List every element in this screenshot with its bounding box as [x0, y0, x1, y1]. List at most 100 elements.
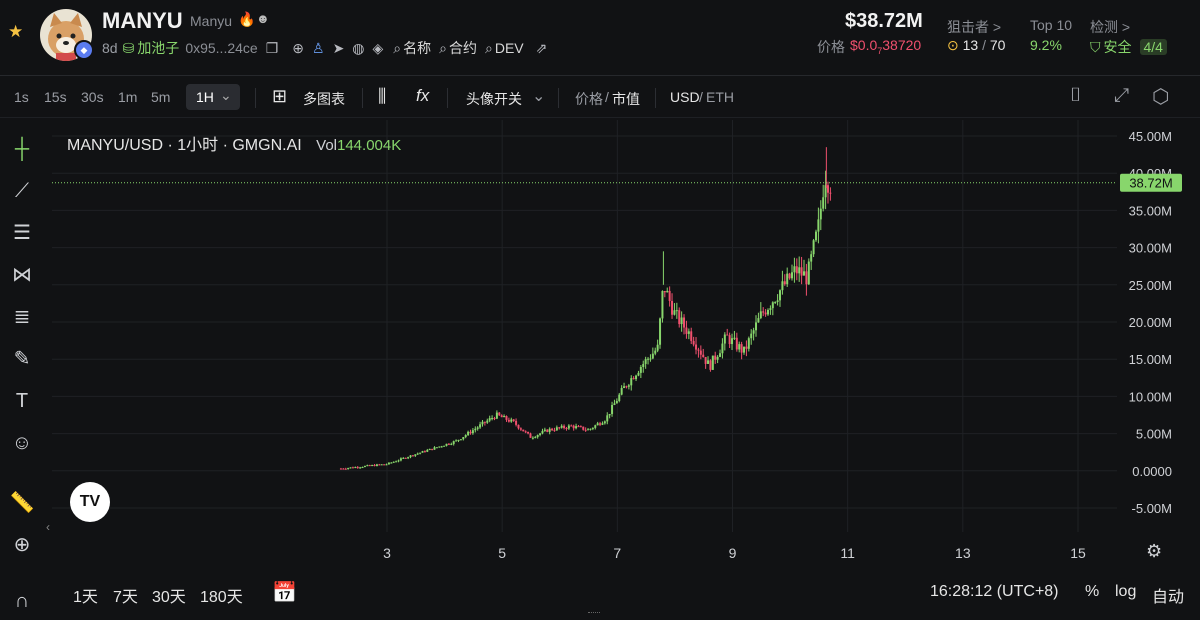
range-30d[interactable]: 30天	[152, 589, 186, 606]
candle-body	[500, 415, 503, 418]
interval-30s[interactable]: 30s	[81, 89, 104, 105]
candle-body	[426, 450, 429, 452]
avatar-toggle-button[interactable]: 头像开关	[466, 91, 522, 107]
ruler-icon[interactable]: 📏	[9, 492, 35, 514]
price-mode-option[interactable]: 价格	[575, 91, 603, 107]
range-7d[interactable]: 7天	[113, 589, 138, 606]
candle-body	[752, 330, 755, 334]
candle-body	[608, 413, 611, 416]
range-1d[interactable]: 1天	[73, 589, 98, 606]
sniper-link[interactable]: 狙击者 >	[947, 19, 1002, 35]
interval-dropdown[interactable]: 1H ⌄	[186, 84, 240, 110]
favorite-star-icon[interactable]: ★	[8, 22, 24, 41]
user-icon[interactable]: ♙	[312, 39, 325, 56]
range-180d[interactable]: 180天	[200, 589, 243, 606]
candle-body	[795, 266, 798, 274]
candle-body	[822, 197, 825, 209]
eth-option[interactable]: ETH	[706, 89, 734, 105]
x-tick-label: 9	[729, 545, 737, 561]
token-symbol: MANYU	[102, 8, 183, 33]
mcap-mode-option[interactable]: 市值	[612, 91, 640, 107]
telegram-icon[interactable]: ➤	[332, 39, 345, 56]
horizontal-lines-icon[interactable]: ☰	[13, 222, 31, 244]
copy-icon[interactable]: ❐	[265, 39, 279, 56]
candle-body	[495, 412, 498, 419]
candle-body	[421, 451, 424, 453]
candle-type-icon[interactable]: ⫼	[378, 86, 387, 106]
external-link-icon[interactable]: ⇗	[535, 39, 548, 56]
candle-body	[733, 337, 736, 339]
top10-label: Top 10	[1030, 17, 1073, 33]
auto-scale-toggle[interactable]: 自动	[1152, 589, 1185, 606]
toolbar-divider-line	[0, 117, 1200, 118]
clock-timezone[interactable]: 16:28:12 (UTC+8)	[930, 583, 1059, 600]
website-globe-icon[interactable]: ⊕	[292, 39, 304, 56]
interval-15s[interactable]: 15s	[44, 89, 67, 105]
crosshair-icon[interactable]: ┼	[14, 138, 30, 160]
text-tool-icon[interactable]: T	[15, 390, 29, 412]
search-contract-icon[interactable]: ⌕	[439, 39, 447, 56]
log-scale-toggle[interactable]: log	[1115, 583, 1137, 600]
candle-body	[519, 428, 522, 430]
chart-tool-icon[interactable]: ◍	[352, 39, 365, 56]
sniper-target-icon: ⊙	[947, 37, 959, 53]
add-chart-icon[interactable]: ⊞	[272, 86, 288, 106]
date-range-icon[interactable]: 📅	[272, 582, 297, 604]
fib-levels-icon[interactable]: ≣	[13, 306, 31, 328]
volume-legend: Vol144.004K	[316, 137, 401, 154]
candle-body	[387, 462, 390, 465]
candle-body	[351, 467, 354, 469]
fullscreen-icon[interactable]: ⤢	[1114, 85, 1130, 106]
candle-body	[383, 464, 386, 466]
candle-body	[783, 281, 786, 285]
candle-body	[344, 468, 347, 470]
candle-body	[483, 421, 486, 423]
usd-option[interactable]: USD	[670, 89, 700, 105]
link-icon[interactable]: ◈	[372, 39, 384, 56]
candle-body	[802, 271, 805, 276]
candle-body	[591, 427, 594, 429]
candle-body	[618, 394, 621, 402]
interval-1s[interactable]: 1s	[14, 89, 29, 105]
camera-icon[interactable]: ⌷	[1070, 85, 1082, 106]
candle-body	[452, 441, 455, 444]
emoji-icon[interactable]: ☺	[11, 432, 33, 454]
candle-body	[512, 419, 515, 421]
search-contract-link[interactable]: 合约	[448, 40, 477, 56]
chevron-down-icon[interactable]: ⌄	[532, 88, 546, 105]
trend-line-icon[interactable]: ⟋	[15, 180, 29, 202]
multi-chart-button[interactable]: 多图表	[303, 91, 345, 107]
candle-body	[378, 464, 381, 466]
collapse-sidebar-icon[interactable]: ‹	[46, 520, 50, 534]
candle-body	[366, 465, 369, 467]
pool-label[interactable]: 加池子	[137, 40, 180, 56]
pattern-icon[interactable]: ⋈	[12, 264, 32, 286]
search-name-link[interactable]: 名称	[403, 40, 432, 56]
candle-body	[479, 424, 482, 428]
candle-body	[786, 273, 789, 285]
scroll-handle[interactable]	[588, 612, 600, 616]
interval-1m[interactable]: 1m	[118, 89, 138, 105]
check-link[interactable]: 检测 >	[1090, 19, 1131, 35]
candle-body	[558, 427, 561, 429]
axis-settings-icon[interactable]: ⚙	[1146, 541, 1163, 561]
candle-body	[826, 185, 829, 193]
candle-body	[731, 338, 734, 345]
x-tick-label: 15	[1070, 545, 1086, 561]
candle-body	[771, 302, 774, 309]
interval-5m[interactable]: 5m	[151, 89, 171, 105]
candle-body	[462, 437, 465, 440]
indicators-fx-icon[interactable]: fx	[416, 86, 430, 105]
price-chart[interactable]: 45.00M40.00M35.00M30.00M25.00M20.00M15.0…	[52, 120, 1200, 565]
zoom-in-icon[interactable]: ⊕	[13, 534, 31, 556]
percent-scale-toggle[interactable]: %	[1085, 583, 1100, 600]
dev-link[interactable]: DEV	[494, 40, 524, 56]
magnet-icon[interactable]: ∩	[14, 590, 30, 612]
settings-gear-icon[interactable]: ⬡	[1152, 86, 1170, 108]
shield-check-icon: ⛉	[1090, 38, 1101, 55]
candle-body	[661, 291, 664, 319]
search-dev-icon[interactable]: ⌕	[484, 39, 493, 56]
search-name-icon[interactable]: ⌕	[393, 39, 402, 56]
brush-icon[interactable]: ✎	[13, 348, 31, 370]
x-tick-label: 7	[613, 545, 621, 561]
